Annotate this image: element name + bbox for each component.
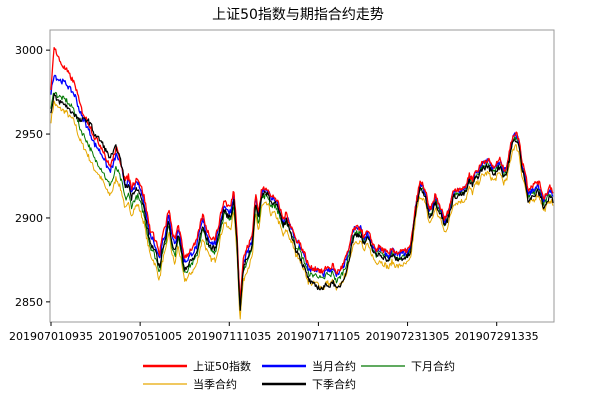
x-tick-label: 201907111035 xyxy=(187,330,271,343)
series-layer xyxy=(50,46,554,320)
series-line-4 xyxy=(50,93,554,311)
legend-label-4: 下季合约 xyxy=(312,377,356,391)
series-line-0 xyxy=(50,46,554,300)
chart-title: 上证50指数与期指合约走势 xyxy=(212,7,384,23)
x-tick-label: 201907051005 xyxy=(98,330,182,343)
axis-layer: 2850 2900 2950 3000 201907010935 201907051005… xyxy=(9,44,539,343)
legend-label-1: 当月合约 xyxy=(312,359,356,373)
plot-frame xyxy=(49,29,555,323)
x-tick-label: 201907010935 xyxy=(9,330,93,343)
legend-label-3: 当季合约 xyxy=(193,377,237,391)
legend-label-2: 下月合约 xyxy=(411,359,455,373)
y-tick-label: 2850 xyxy=(15,296,43,309)
y-tick-label: 3000 xyxy=(15,44,43,57)
legend-label-0: 上证50指数 xyxy=(193,359,251,373)
x-tick-label: 201907231305 xyxy=(366,330,450,343)
y-tick-label: 2950 xyxy=(15,128,43,141)
x-tick-label: 201907291335 xyxy=(455,330,539,343)
y-tick-label: 2900 xyxy=(15,212,43,225)
x-tick-label: 201907171105 xyxy=(276,330,360,343)
